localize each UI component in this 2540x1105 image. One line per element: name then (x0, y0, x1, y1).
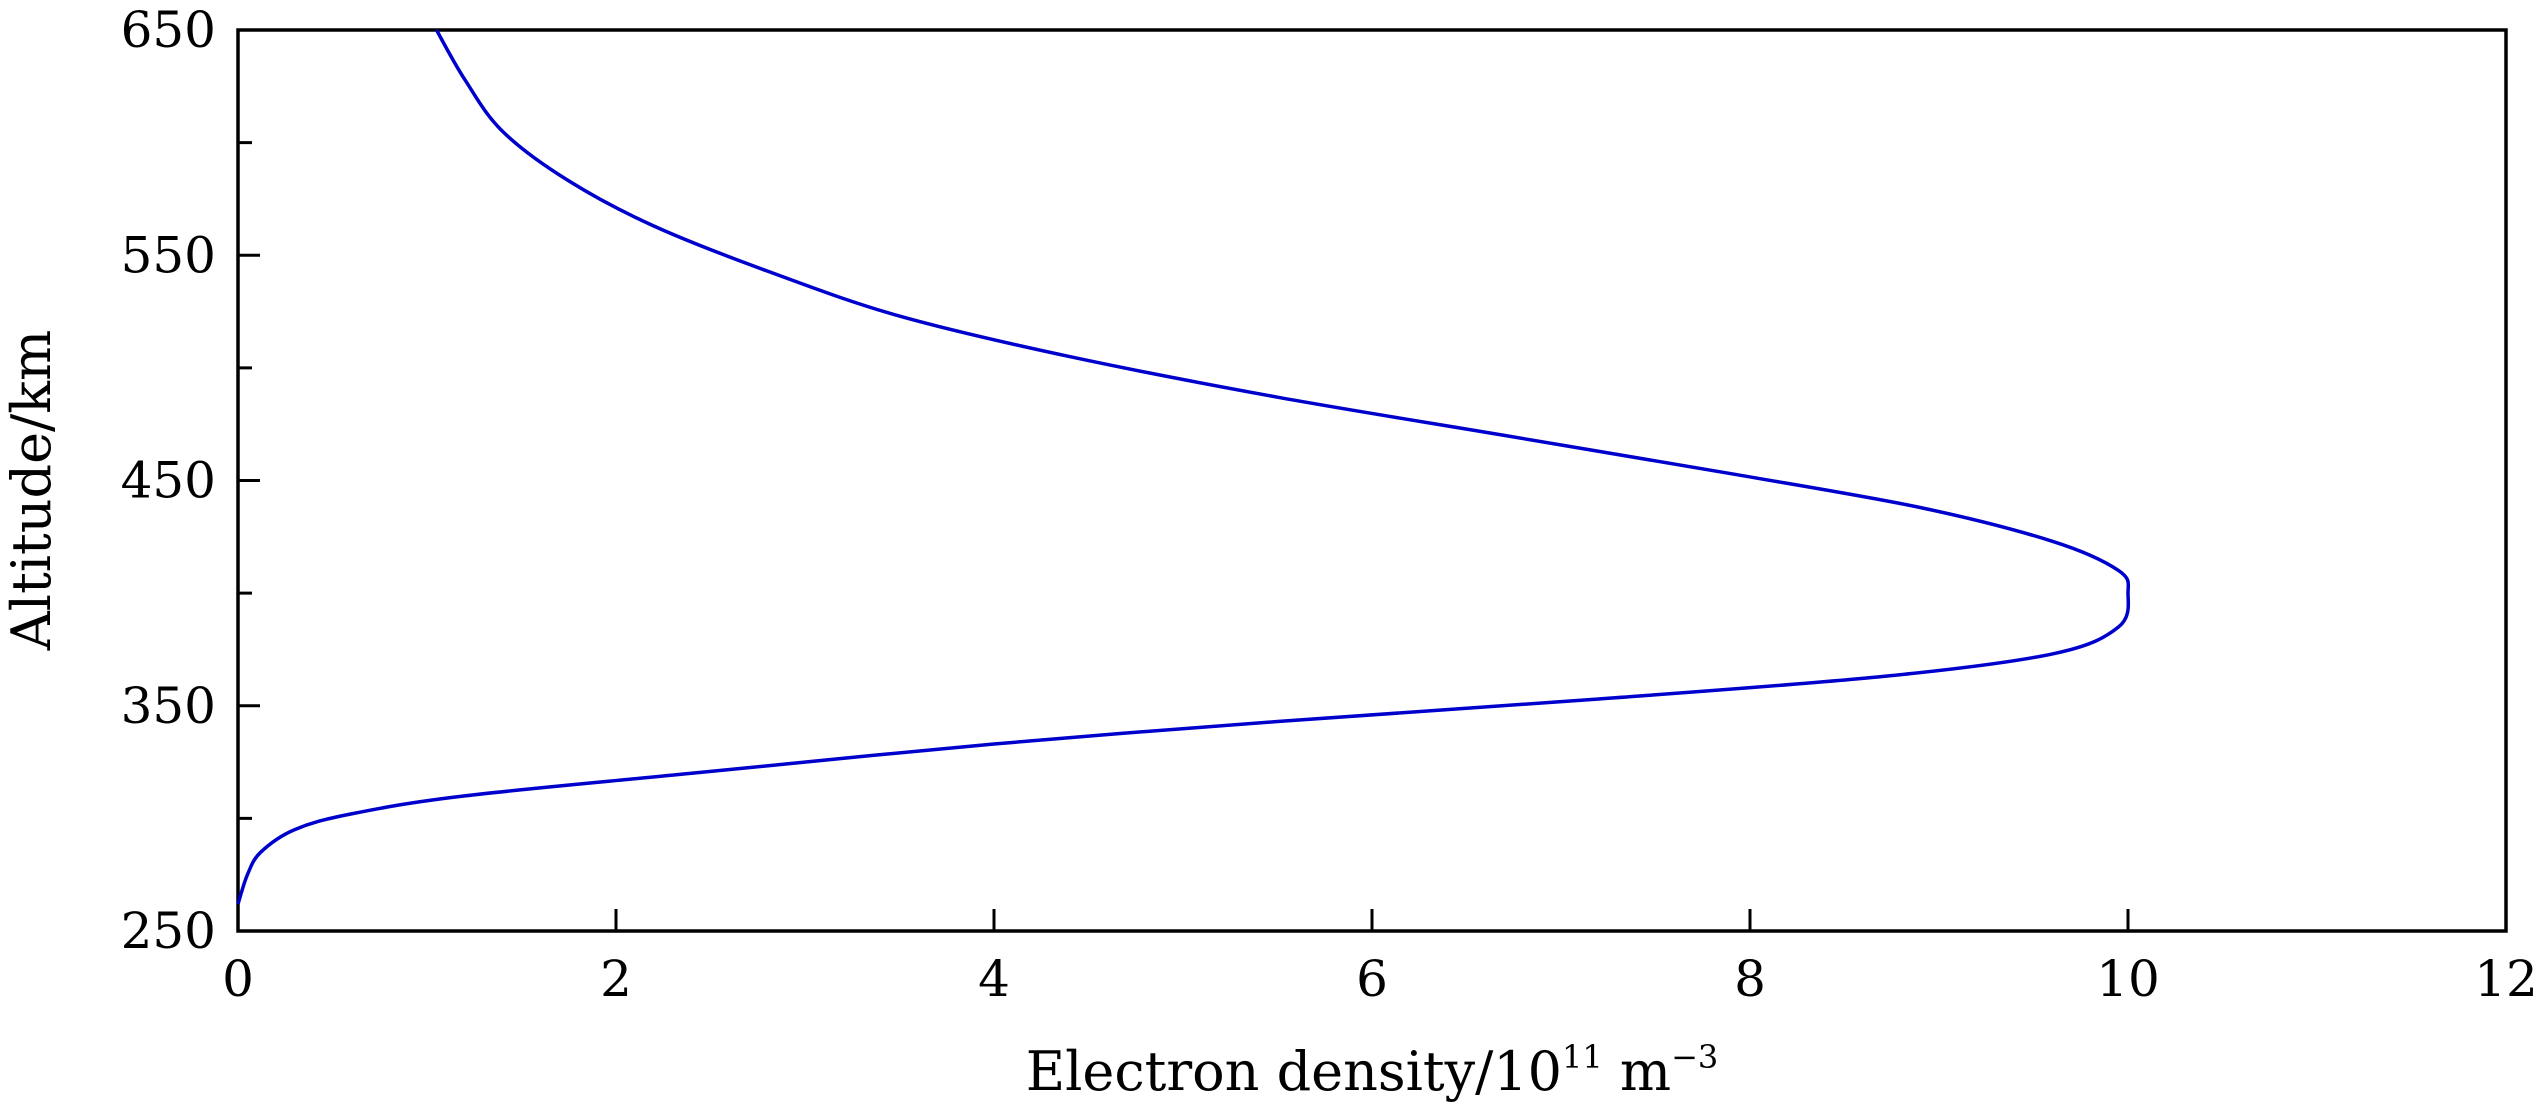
y-tick-label: 350 (121, 677, 216, 735)
x-tick-label: 2 (600, 950, 632, 1008)
y-axis-label: Altitude/km (0, 330, 63, 651)
y-tick-label: 550 (121, 226, 216, 284)
y-tick-label: 450 (121, 452, 216, 510)
y-tick-label: 650 (121, 1, 216, 59)
x-tick-label: 12 (2474, 950, 2538, 1008)
x-axis-label-text: Electron density/10 (1026, 1040, 1562, 1103)
x-tick-labels: 0 2 4 6 8 10 12 (222, 950, 2538, 1008)
tick-marks (238, 141, 2130, 931)
y-tick-labels: 250 350 450 550 650 (121, 1, 216, 960)
plot-frame (236, 28, 2508, 933)
x-axis-label-unit-exponent: −3 (1671, 1038, 1718, 1076)
density-curve (236, 29, 2131, 905)
x-tick-label: 0 (222, 950, 254, 1008)
x-tick-label: 4 (978, 950, 1010, 1008)
x-tick-label: 8 (1734, 950, 1766, 1008)
x-axis-label-exponent: 11 (1562, 1038, 1603, 1076)
x-tick-label: 10 (2096, 950, 2160, 1008)
y-tick-label: 250 (121, 902, 216, 960)
x-tick-label: 6 (1356, 950, 1388, 1008)
x-axis-label: Electron density/1011 m−3 (1026, 1038, 1719, 1103)
x-axis-label-unit: m (1603, 1040, 1671, 1103)
